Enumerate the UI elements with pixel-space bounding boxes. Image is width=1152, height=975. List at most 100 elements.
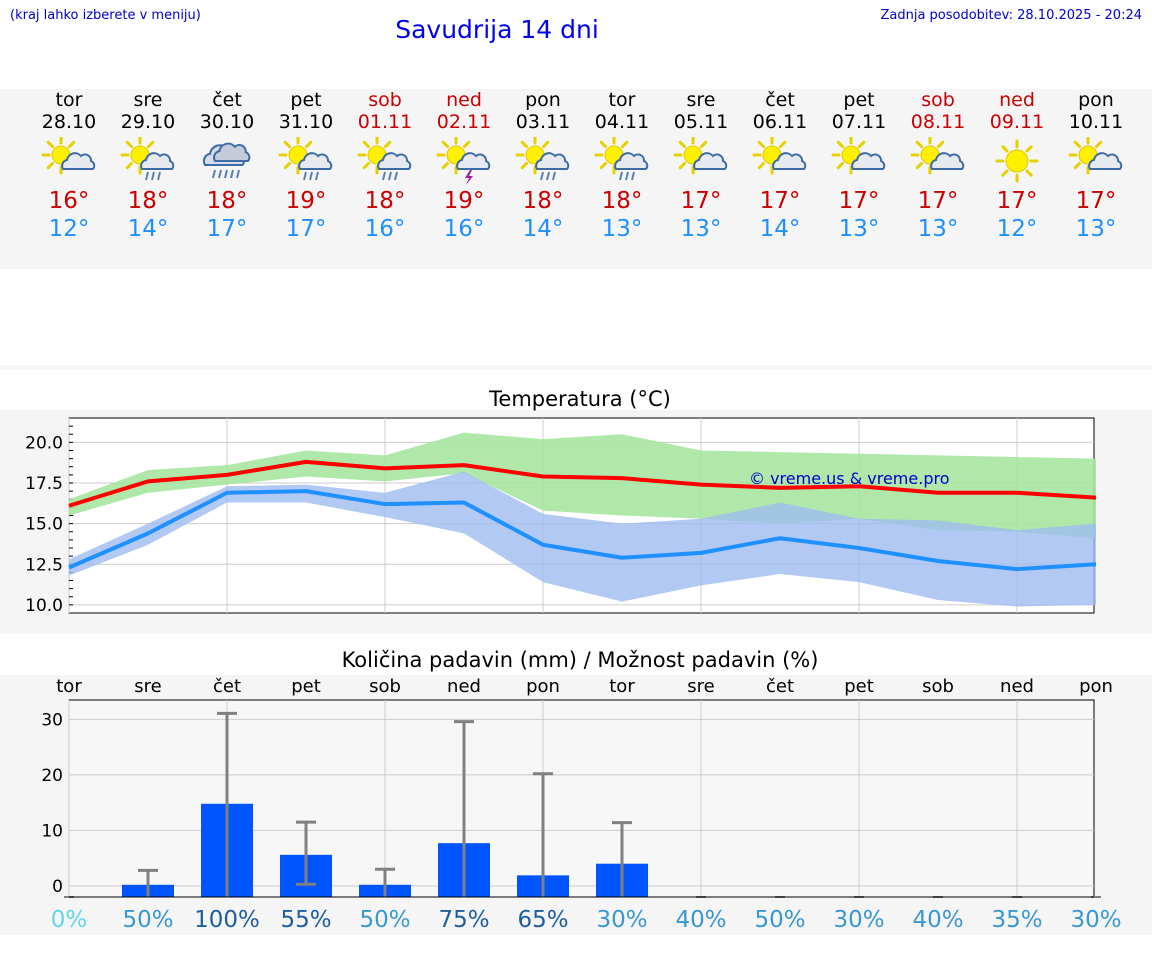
day-date: 07.11 (831, 111, 887, 133)
day-date: 09.11 (989, 111, 1045, 133)
day-column: pet 07.11 17° 13° (819, 89, 899, 243)
uncertainty-whisker (375, 867, 395, 897)
min-temperature: 16° (364, 216, 406, 242)
sun-cloud-rain-icon (515, 137, 570, 181)
precipitation-day-label: sre (134, 676, 161, 697)
day-column: ned 09.11 17° 12° (977, 89, 1057, 243)
min-temperature: 13° (680, 216, 722, 242)
precipitation-probability: 0% (51, 907, 88, 933)
min-temperature: 13° (1075, 216, 1117, 242)
forecast-strip-background (0, 89, 1152, 269)
day-date: 08.11 (910, 111, 966, 133)
y-tick-label: 10.0 (25, 596, 63, 616)
precipitation-probability: 50% (122, 907, 173, 933)
day-name: tor (55, 89, 83, 111)
max-temperature: 16° (48, 188, 90, 214)
location-hint[interactable]: (kraj lahko izberete v meniju) (10, 8, 201, 23)
max-temperature: 17° (680, 188, 722, 214)
temperature-chart: 10.0 12.5 15.0 17.5 20.0 © vreme.us & vreme.p… (25, 417, 1097, 616)
uncertainty-whisker (533, 772, 553, 897)
day-name: pet (843, 89, 875, 111)
uncertainty-whisker (296, 820, 316, 886)
precipitation-day-label: pon (526, 676, 560, 697)
day-date: 31.10 (278, 111, 334, 133)
min-temperature: 13° (838, 216, 880, 242)
day-date: 04.11 (594, 111, 650, 133)
day-name: čet (212, 89, 242, 111)
day-name: sre (133, 89, 163, 111)
precipitation-probability: 50% (754, 907, 805, 933)
precipitation-day-label: čet (766, 676, 794, 697)
day-column: sob 01.11 18° 16° (345, 89, 425, 243)
max-temperature: 19° (285, 188, 327, 214)
day-column: čet 06.11 17° 14° (740, 89, 820, 243)
uncertainty-whisker (612, 821, 632, 897)
min-range-band (69, 471, 1096, 607)
precipitation-probability: 75% (438, 907, 489, 933)
day-column: tor 04.11 18° 13° (582, 89, 662, 243)
day-date: 06.11 (752, 111, 808, 133)
precipitation-day-label: tor (56, 676, 82, 697)
y-tick-label: 15.0 (25, 515, 63, 535)
day-column: čet 30.10 18° 17° (187, 89, 267, 243)
y-tick-label: 17.5 (25, 474, 63, 494)
min-temperature: 14° (759, 216, 801, 242)
precipitation-probability: 50% (359, 907, 410, 933)
sun-cloud-icon (41, 137, 96, 175)
sun-cloud-icon (752, 137, 807, 175)
max-temperature: 19° (443, 188, 485, 214)
heavy-rain-cloud-icon (202, 142, 251, 179)
max-temperature: 17° (759, 188, 801, 214)
sun-cloud-icon (831, 137, 886, 175)
day-date: 03.11 (515, 111, 571, 133)
day-column: sre 05.11 17° 13° (661, 89, 741, 243)
max-temperature: 17° (1075, 188, 1117, 214)
y-tick-label: 20 (41, 766, 63, 786)
day-name: pet (290, 89, 322, 111)
day-name: ned (446, 89, 482, 111)
day-column: pon 03.11 18° 14° (503, 89, 583, 243)
precipitation-day-label: ned (447, 676, 481, 697)
day-name: sre (686, 89, 716, 111)
precipitation-day-label: pon (1079, 676, 1113, 697)
copyright-annotation: © vreme.us & vreme.pro (749, 469, 950, 488)
min-temperature: 14° (522, 216, 564, 242)
max-temperature: 18° (364, 188, 406, 214)
min-temperature: 17° (206, 216, 248, 242)
day-column: pet 31.10 19° 17° (266, 89, 346, 243)
min-temperature: 17° (285, 216, 327, 242)
precipitation-probability: 30% (833, 907, 884, 933)
min-temperature: 12° (48, 216, 90, 242)
precipitation-day-label: čet (213, 676, 241, 697)
max-temperature-line (68, 459, 1097, 508)
precipitation-probability: 65% (517, 907, 568, 933)
y-tick-label: 10 (41, 821, 63, 841)
day-date: 05.11 (673, 111, 729, 133)
day-date: 01.11 (357, 111, 413, 133)
y-tick-label: 30 (41, 710, 63, 730)
min-temperature-line (68, 489, 1097, 572)
precipitation-probability: 55% (280, 907, 331, 933)
day-column: tor 28.10 16° 12° (29, 89, 109, 243)
precipitation-day-label: sob (922, 676, 954, 697)
forecast-days: tor 28.10 16° 12° sre 29.10 18° 14° čet 30.10 18° 1… (0, 89, 1152, 249)
uncertainty-whisker (138, 868, 158, 897)
sun-cloud-icon (673, 137, 728, 175)
precipitation-probability: 30% (1070, 907, 1121, 933)
y-tick-label: 12.5 (25, 555, 63, 575)
sun-cloud-rain-icon (357, 137, 412, 181)
separator (0, 365, 1152, 370)
day-date: 10.11 (1068, 111, 1124, 133)
day-date: 30.10 (199, 111, 255, 133)
precipitation-day-label: tor (609, 676, 635, 697)
day-name: pon (525, 89, 561, 111)
last-update: Zadnja posodobitev: 28.10.2025 - 20:24 (880, 8, 1142, 23)
day-name: sob (921, 89, 955, 111)
day-date: 29.10 (120, 111, 176, 133)
sun-cloud-rain-icon (278, 137, 333, 181)
day-name: ned (999, 89, 1035, 111)
sun-cloud-icon (1068, 137, 1123, 175)
precipitation-probability: 100% (194, 907, 260, 933)
precipitation-probability: 40% (675, 907, 726, 933)
page-title: Savudrija 14 dni (395, 15, 599, 44)
